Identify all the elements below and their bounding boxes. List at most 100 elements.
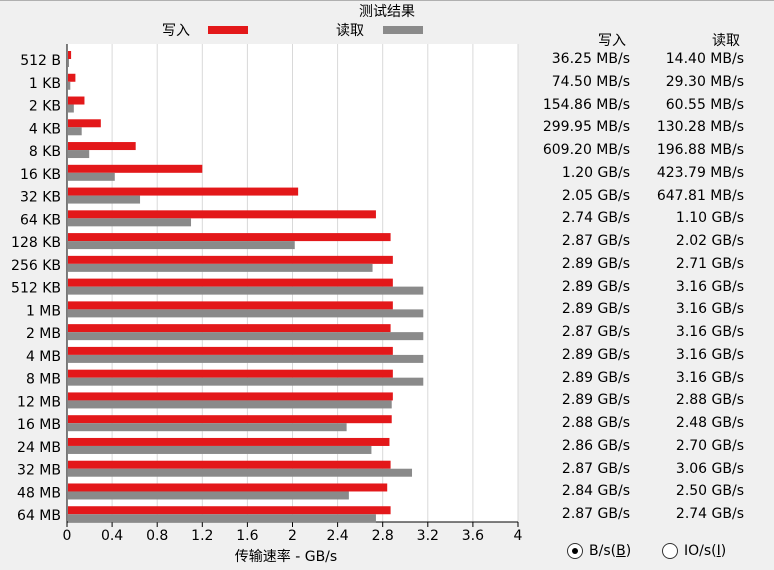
table-cell-read: 3.16 GB/s [675, 301, 744, 318]
table-cell-write: 2.84 GB/s [561, 483, 630, 500]
table-header-read: 读取 [712, 33, 740, 49]
table-cell-write: 2.74 GB/s [561, 210, 630, 227]
write-bar [68, 324, 391, 333]
write-bar [68, 164, 203, 173]
table-cell-read: 3.16 GB/s [675, 278, 744, 295]
read-bar [68, 127, 82, 136]
bytes-option-label: B/s(B) [589, 543, 632, 559]
table-cell-write: 299.95 MB/s [542, 119, 630, 136]
category-label: 1 MB [26, 303, 61, 319]
write-bar [68, 301, 393, 310]
write-bar [68, 96, 85, 105]
x-tick-label: 3.6 [462, 528, 484, 544]
category-label: 8 MB [26, 372, 61, 388]
table-cell-read: 1.10 GB/s [675, 210, 744, 227]
x-tick-label: 0.4 [101, 528, 123, 544]
category-label: 64 MB [17, 508, 61, 524]
category-label: 48 MB [17, 485, 61, 501]
table-cell-read: 423.79 MB/s [656, 164, 744, 181]
category-labels: 512 B 1 KB 2 KB 4 KB 8 KB 16 KB 32 KB 64 KB 128 … [11, 53, 61, 524]
table-cell-read: 647.81 MB/s [656, 187, 744, 204]
category-label: 2 KB [29, 99, 61, 115]
category-label: 1 KB [29, 76, 61, 92]
read-bar [68, 104, 74, 113]
chart-title: 测试结果 [359, 4, 415, 20]
category-label: 12 MB [17, 394, 61, 410]
table-cell-write: 2.87 GB/s [561, 233, 630, 250]
radio-circle-checked [567, 543, 583, 559]
write-bar [68, 506, 391, 515]
table-cell-write: 2.89 GB/s [561, 392, 630, 409]
x-tick-label: 2 [288, 528, 297, 544]
table-cell-write: 74.50 MB/s [551, 73, 630, 90]
table-cell-read: 3.06 GB/s [675, 460, 744, 477]
write-bar [68, 483, 388, 492]
io-per-second-radio[interactable]: IO/s(I) [662, 540, 726, 562]
read-bar [68, 445, 372, 454]
write-bar [68, 187, 299, 196]
table-cell-write: 2.89 GB/s [561, 255, 630, 272]
table-cell-write: 2.87 GB/s [561, 324, 630, 341]
table-header-write: 写入 [598, 33, 626, 49]
category-label: 4 MB [26, 349, 61, 365]
x-tick-label: 1.2 [191, 528, 213, 544]
table-cell-read: 29.30 MB/s [665, 73, 744, 90]
bytes-per-second-radio[interactable]: B/s(B) [567, 540, 631, 562]
read-bar [68, 400, 392, 409]
read-bar [68, 59, 69, 67]
category-label: 32 KB [20, 190, 61, 206]
category-label: 256 KB [11, 258, 61, 274]
read-bar [68, 195, 141, 204]
x-tick-label: 3.2 [417, 528, 439, 544]
x-tick-label: 0.8 [146, 528, 168, 544]
table-cell-write: 2.87 GB/s [561, 506, 630, 523]
table-cell-read: 196.88 MB/s [656, 142, 744, 159]
table-cell-read: 2.88 GB/s [675, 392, 744, 409]
table-cell-write: 2.89 GB/s [561, 346, 630, 363]
read-bar [68, 241, 295, 250]
table-cell-write: 2.88 GB/s [561, 415, 630, 432]
bars [68, 51, 424, 523]
table-cell-read: 60.55 MB/s [665, 96, 744, 113]
read-bar [68, 423, 347, 432]
write-bar [68, 460, 391, 469]
write-bar [68, 437, 390, 446]
write-bar [68, 119, 101, 128]
table-cell-read: 2.48 GB/s [675, 415, 744, 432]
legend-write-swatch [208, 26, 248, 34]
table-cell-read: 3.16 GB/s [675, 369, 744, 386]
x-tick-label: 4 [514, 528, 523, 544]
write-bar [68, 51, 72, 59]
x-tick-label: 0 [63, 528, 72, 544]
x-tick-label: 1.6 [236, 528, 258, 544]
table-cell-write: 2.89 GB/s [561, 278, 630, 295]
read-bar [68, 309, 424, 318]
legend-read-label: 读取 [336, 22, 364, 39]
window-top-border [0, 0, 774, 1]
table-cell-read: 3.16 GB/s [675, 346, 744, 363]
read-bar [68, 172, 115, 181]
table-cell-read: 2.02 GB/s [675, 233, 744, 250]
category-label: 24 MB [17, 440, 61, 456]
x-tick-label: 2.8 [372, 528, 394, 544]
x-axis-label: 传输速率 - GB/s [235, 548, 337, 565]
table-cell-write: 2.89 GB/s [561, 369, 630, 386]
table-cell-write: 1.20 GB/s [561, 164, 630, 181]
table-cell-write: 154.86 MB/s [542, 96, 630, 113]
table-cell-read: 130.28 MB/s [656, 119, 744, 136]
category-label: 8 KB [29, 144, 61, 160]
read-bar [68, 468, 413, 477]
read-bar [68, 332, 424, 341]
category-label: 128 KB [11, 235, 61, 251]
category-label: 16 MB [17, 417, 61, 433]
radio-circle [662, 543, 678, 559]
table-cell-write: 2.87 GB/s [561, 460, 630, 477]
category-label: 4 KB [29, 121, 61, 137]
io-option-label: IO/s(I) [684, 543, 727, 559]
read-bar [68, 81, 71, 90]
read-bar [68, 218, 192, 227]
write-bar [68, 233, 391, 242]
write-bar [68, 346, 393, 355]
x-tick-label: 2.4 [326, 528, 348, 544]
